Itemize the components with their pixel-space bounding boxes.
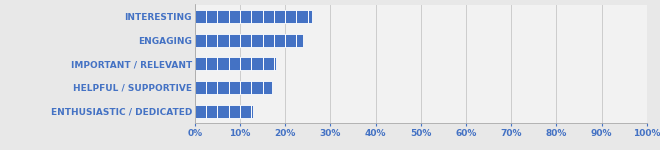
Bar: [195, 57, 276, 70]
Bar: [195, 10, 312, 23]
Bar: [195, 81, 271, 94]
Bar: [195, 105, 253, 118]
Bar: [195, 34, 303, 47]
